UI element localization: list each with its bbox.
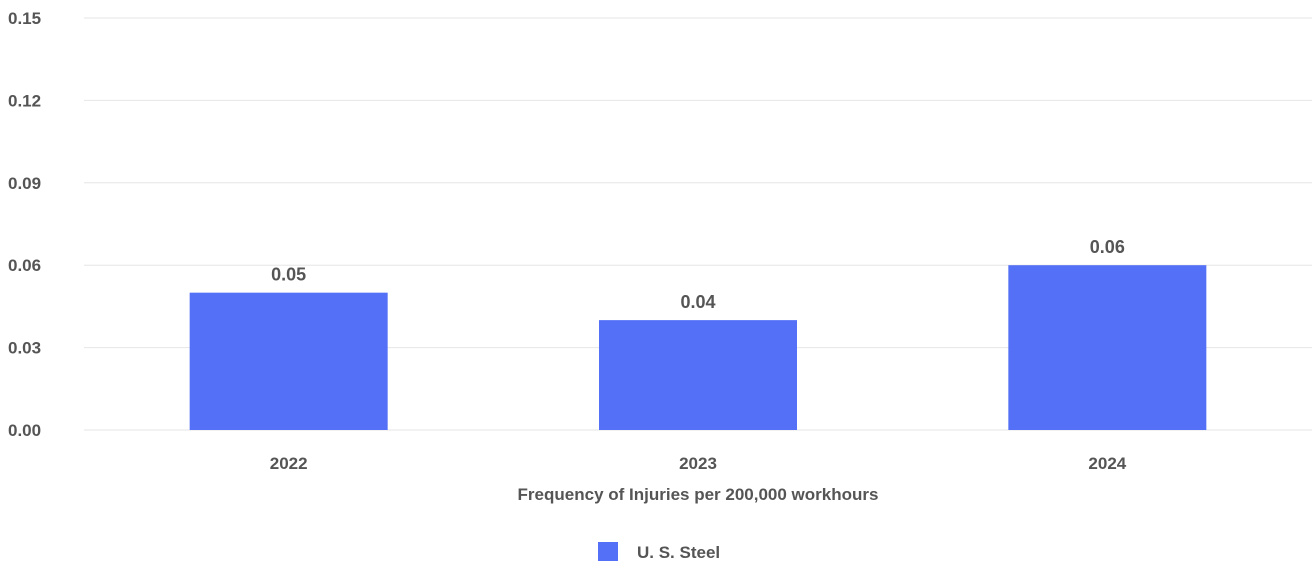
x-tick-label-2023: 2023 — [679, 454, 717, 473]
x-tick-label-2024: 2024 — [1088, 454, 1126, 473]
y-axis-ticks: 0.00 0.03 0.06 0.09 0.12 0.15 — [8, 9, 41, 440]
y-tick-label: 0.09 — [8, 174, 41, 193]
y-tick-label: 0.15 — [8, 9, 41, 28]
legend-label: U. S. Steel — [637, 543, 720, 561]
bars — [189, 265, 1207, 430]
x-tick-label-2022: 2022 — [270, 454, 308, 473]
data-label-2023: 0.04 — [680, 292, 715, 312]
legend-swatch — [598, 542, 618, 562]
data-label-2024: 0.06 — [1090, 237, 1125, 257]
bar-2024[interactable] — [1008, 265, 1207, 430]
x-axis-title: Frequency of Injuries per 200,000 workho… — [518, 485, 879, 504]
bar-2022[interactable] — [189, 292, 388, 430]
x-axis-ticks: 2022 2023 2024 — [270, 454, 1127, 473]
legend[interactable]: U. S. Steel — [598, 542, 720, 562]
y-tick-label: 0.06 — [8, 256, 41, 275]
y-tick-label: 0.03 — [8, 339, 41, 358]
data-label-2022: 0.05 — [271, 265, 306, 285]
y-tick-label: 0.00 — [8, 421, 41, 440]
data-labels: 0.05 0.04 0.06 — [271, 237, 1125, 312]
bar-2023[interactable] — [599, 320, 797, 430]
y-tick-label: 0.12 — [8, 91, 41, 110]
